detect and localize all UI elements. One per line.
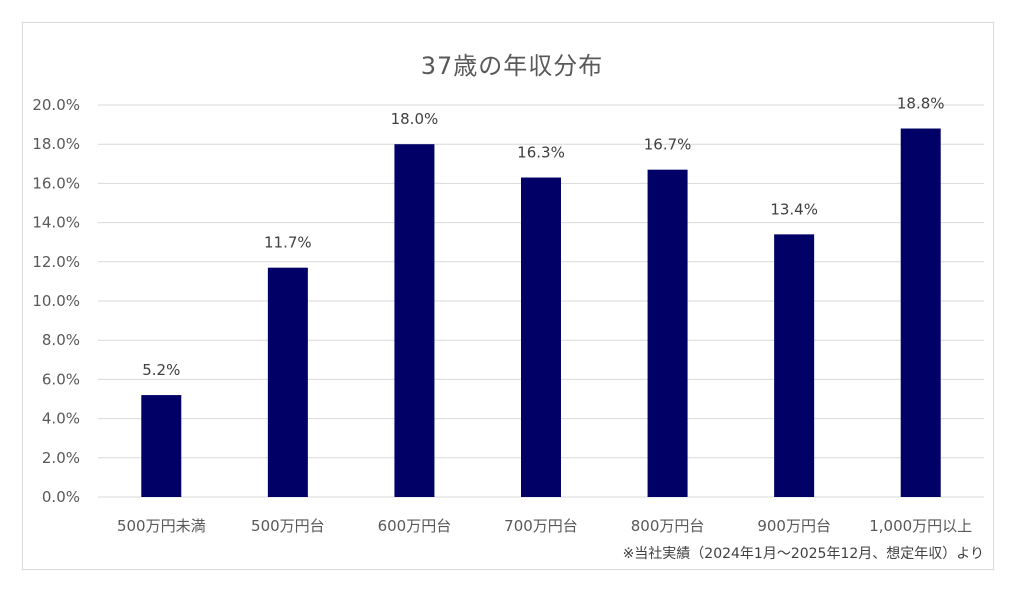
- y-tick-label: 8.0%: [42, 331, 80, 349]
- data-label: 18.8%: [897, 95, 945, 113]
- y-tick-label: 4.0%: [42, 410, 80, 428]
- x-axis-categories: 500万円未満 500万円台 600万円台 700万円台 800万円台 900万円台 1,0…: [117, 517, 972, 535]
- data-label: 11.7%: [264, 234, 312, 252]
- x-category-label: 900万円台: [757, 517, 831, 535]
- chart-title: 37歳の年収分布: [420, 52, 604, 80]
- source-note: ※当社実績（2024年1月～2025年12月、想定年収）より: [622, 546, 984, 562]
- bar: [900, 128, 941, 497]
- y-tick-label: 10.0%: [32, 292, 80, 310]
- bar: [267, 267, 308, 497]
- y-axis-ticks: 0.0% 2.0% 4.0% 6.0% 8.0% 10.0% 12.0% 14.0% 16.0%…: [32, 96, 80, 506]
- data-labels: 5.2% 11.7% 18.0% 16.3% 16.7% 13.4% 18.8%: [142, 95, 944, 380]
- y-tick-label: 18.0%: [32, 135, 80, 153]
- data-label: 5.2%: [142, 361, 180, 379]
- x-category-label: 1,000万円以上: [869, 517, 972, 535]
- bars: [141, 128, 941, 498]
- x-category-label: 800万円台: [631, 517, 705, 535]
- bar: [774, 234, 815, 498]
- y-tick-label: 16.0%: [32, 174, 80, 192]
- y-tick-label: 6.0%: [42, 370, 80, 388]
- data-label: 16.7%: [644, 136, 692, 154]
- data-label: 18.0%: [391, 110, 439, 128]
- bar: [521, 177, 561, 497]
- y-tick-label: 12.0%: [32, 253, 80, 271]
- bar: [141, 395, 182, 497]
- x-category-label: 500万円未満: [117, 517, 206, 535]
- bar: [394, 144, 435, 497]
- x-category-label: 500万円台: [251, 517, 325, 535]
- data-label: 16.3%: [517, 144, 565, 162]
- x-category-label: 700万円台: [504, 517, 578, 535]
- bar: [647, 169, 688, 497]
- y-tick-label: 20.0%: [32, 96, 80, 114]
- chart-frame: [22, 22, 994, 570]
- y-tick-label: 14.0%: [32, 214, 80, 232]
- y-tick-label: 2.0%: [42, 449, 80, 467]
- data-label: 13.4%: [770, 200, 818, 218]
- y-tick-label: 0.0%: [42, 488, 80, 506]
- x-category-label: 600万円台: [378, 517, 452, 535]
